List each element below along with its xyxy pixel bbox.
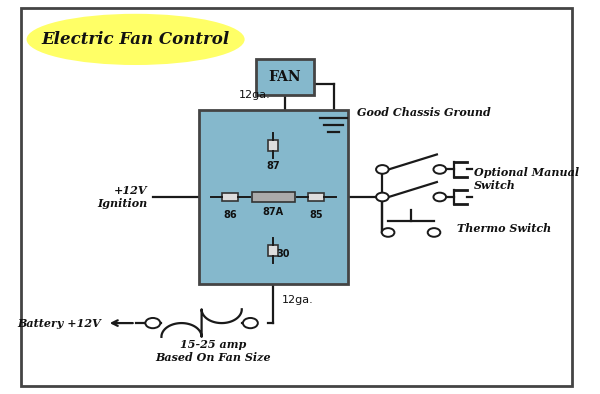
Text: Thermo Switch: Thermo Switch [457, 223, 551, 234]
Circle shape [433, 165, 446, 174]
Text: Good Chassis Ground: Good Chassis Ground [356, 107, 490, 118]
Text: 86: 86 [223, 210, 237, 219]
Bar [251, 192, 295, 202]
Circle shape [376, 193, 389, 201]
Text: 87A: 87A [263, 207, 284, 217]
Bar [268, 245, 278, 256]
FancyBboxPatch shape [21, 8, 572, 386]
Bar [222, 193, 238, 201]
Text: Optional Manual
Switch: Optional Manual Switch [474, 167, 580, 191]
Bar [308, 193, 325, 201]
Circle shape [428, 228, 440, 237]
Text: 12ga.: 12ga. [282, 296, 314, 305]
Text: Electric Fan Control: Electric Fan Control [41, 31, 230, 48]
Text: +12V
Ignition: +12V Ignition [97, 185, 147, 209]
Text: 15-25 amp
Based On Fan Size: 15-25 amp Based On Fan Size [155, 339, 271, 362]
FancyBboxPatch shape [199, 110, 348, 284]
Circle shape [145, 318, 160, 328]
Text: 87: 87 [266, 161, 280, 171]
Text: FAN: FAN [268, 70, 301, 84]
Ellipse shape [26, 14, 245, 65]
Text: 12ga.: 12ga. [239, 91, 271, 100]
Bar [268, 140, 278, 151]
Circle shape [382, 228, 394, 237]
FancyBboxPatch shape [256, 59, 314, 95]
Text: Battery +12V: Battery +12V [17, 318, 101, 329]
Text: 30: 30 [276, 249, 290, 259]
Circle shape [433, 193, 446, 201]
Circle shape [376, 165, 389, 174]
Circle shape [243, 318, 258, 328]
Text: 85: 85 [310, 210, 323, 219]
